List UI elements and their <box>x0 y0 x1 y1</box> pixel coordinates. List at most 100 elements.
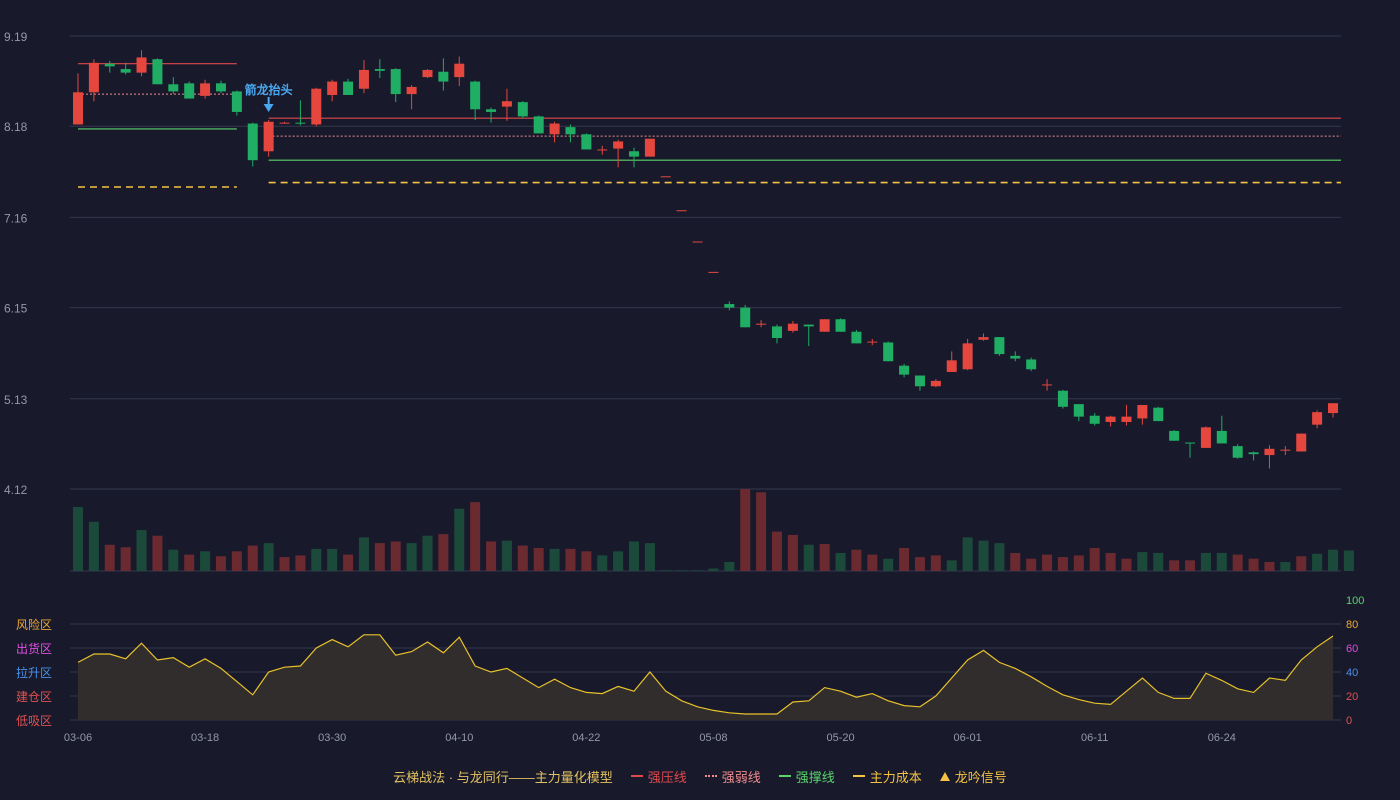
volume-bar <box>1312 553 1323 571</box>
candle-body <box>1185 442 1196 444</box>
candle-body <box>1073 404 1084 417</box>
volume-bar <box>1343 550 1354 571</box>
legend-item-strong-pressure[interactable]: 强压线 <box>630 767 687 786</box>
x-tick-label: 03-06 <box>64 732 92 744</box>
candle-body <box>962 343 973 370</box>
candle-body <box>200 83 211 96</box>
legend-item-strong-support[interactable]: 强撑线 <box>778 767 835 786</box>
volume-bar <box>962 537 973 571</box>
oscillator-area <box>78 634 1333 720</box>
volume-bar <box>1057 557 1068 571</box>
y-tick-label: 8.18 <box>4 120 28 134</box>
candle-body <box>438 71 449 82</box>
candle-body <box>1010 355 1021 359</box>
candle-body <box>597 149 608 151</box>
weak-line-swatch <box>704 775 717 777</box>
candlestick-chart[interactable]: 9.19 8.18 7.16 6.15 5.13 4.12 100 80 60 40 20 0 风险区出… <box>0 0 1400 760</box>
volume-bar <box>311 548 322 571</box>
candle-body <box>740 307 751 328</box>
candle-body <box>692 241 703 243</box>
x-tick-label: 04-10 <box>445 732 473 744</box>
x-tick-label: 05-08 <box>699 732 727 744</box>
candle-body <box>184 83 195 99</box>
volume-bar <box>295 555 306 571</box>
volume-bar <box>1073 555 1084 571</box>
volume-bar <box>946 560 957 571</box>
y-tick-label: 7.16 <box>4 211 28 225</box>
volume-bar <box>629 541 640 571</box>
y-tick-label: 9.19 <box>4 30 28 44</box>
candle-body <box>136 57 147 73</box>
candle-body <box>565 127 576 135</box>
volume-bar <box>120 547 131 571</box>
volume-bar <box>168 549 179 571</box>
candle-body <box>803 324 814 327</box>
candle-body <box>1328 403 1338 414</box>
candle-body <box>343 81 354 95</box>
volume-bar <box>1010 552 1021 571</box>
candle-body <box>629 151 640 157</box>
volume-bar <box>1296 556 1307 571</box>
candle-body <box>88 62 99 93</box>
volume-bar <box>231 551 242 571</box>
x-tick-label: 03-30 <box>318 732 346 744</box>
y-tick-label: 4.12 <box>4 483 28 497</box>
volume-bar <box>692 570 703 572</box>
volume-bar <box>470 502 481 571</box>
legend-label: 强弱线 <box>721 769 761 785</box>
candle-body <box>295 122 306 124</box>
candle-body <box>120 69 131 73</box>
legend-item-main-cost[interactable]: 主力成本 <box>852 767 922 786</box>
oscillator-zone-label: 出货区 <box>16 641 52 656</box>
volume-bar <box>374 543 385 571</box>
volume-bar <box>247 545 258 571</box>
volume-bar <box>152 535 163 571</box>
candle-body <box>247 123 258 161</box>
volume-bar <box>279 557 290 571</box>
volume-bar <box>994 543 1005 571</box>
candle-body <box>946 360 957 372</box>
candle-body <box>1280 449 1291 451</box>
x-tick-label: 05-20 <box>826 732 854 744</box>
oscillator-zone-label: 建仓区 <box>16 690 52 704</box>
legend-label: 龙吟信号 <box>954 769 1007 785</box>
candle-body <box>374 69 385 71</box>
candle-body <box>454 63 465 78</box>
x-tick-label: 06-01 <box>954 732 982 744</box>
signal-arrow-icon <box>263 103 274 112</box>
candle-body <box>1089 415 1100 424</box>
candle-body <box>914 375 925 387</box>
candle-body <box>168 84 179 92</box>
volume-bar <box>978 540 989 571</box>
volume-bar <box>1248 558 1259 571</box>
oscillator-tick-label: 60 <box>1346 643 1358 655</box>
signal-label: 箭龙抬头 <box>245 82 293 97</box>
volume-bar <box>835 552 846 571</box>
volume-bar <box>390 541 401 571</box>
volume-bar <box>914 557 925 571</box>
volume-bar <box>756 492 767 571</box>
x-tick-label: 06-11 <box>1081 732 1108 744</box>
volume-bar <box>565 548 576 571</box>
candle-body <box>644 138 655 157</box>
volume-bar <box>1137 552 1148 571</box>
strong-pressure-swatch <box>630 775 643 777</box>
strong-support-swatch <box>778 775 791 777</box>
legend-title: 云梯战法 · 与龙同行——主力量化模型 <box>393 769 613 785</box>
oscillator-tick-label: 100 <box>1346 595 1364 607</box>
volume-bar <box>327 548 338 571</box>
volume-bar <box>803 544 814 571</box>
candle-body <box>660 176 671 178</box>
volume-bar <box>1042 554 1053 571</box>
volume-bar <box>215 556 226 571</box>
legend-item-weak-line[interactable]: 强弱线 <box>704 767 761 786</box>
candle-body <box>311 88 322 125</box>
candle-body <box>613 141 624 149</box>
candle-body <box>501 101 512 107</box>
candle-body <box>1216 430 1227 444</box>
candle-body <box>1121 416 1132 422</box>
candle-body <box>1312 412 1323 425</box>
legend-item-signal[interactable]: 龙吟信号 <box>939 767 1007 786</box>
volume-bar <box>1105 552 1116 571</box>
volume-bar <box>851 549 862 571</box>
